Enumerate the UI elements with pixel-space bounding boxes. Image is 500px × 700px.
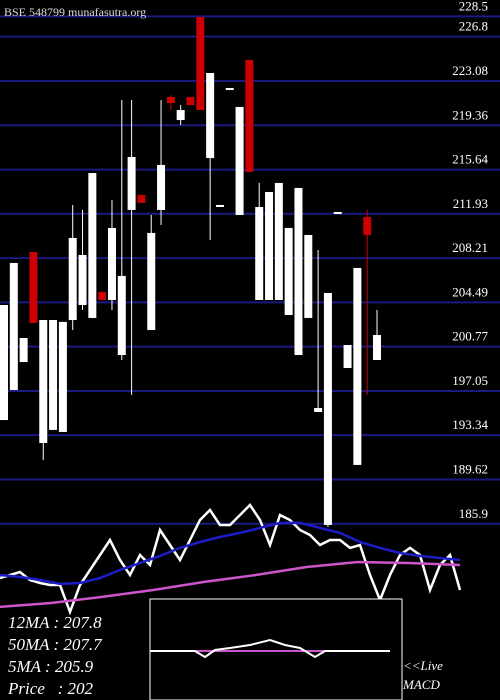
candle-body bbox=[284, 227, 293, 316]
candle-body bbox=[176, 110, 185, 121]
y-tick-label: 211.93 bbox=[453, 196, 488, 211]
y-tick-label: 200.77 bbox=[452, 329, 488, 344]
candle-body bbox=[196, 17, 205, 111]
ma-label: 50MA : 207.7 bbox=[8, 635, 103, 654]
candle-body bbox=[274, 182, 283, 300]
candle-body bbox=[147, 232, 156, 331]
y-tick-label: 215.64 bbox=[452, 152, 488, 167]
indicator-line bbox=[0, 503, 462, 616]
candle-body bbox=[363, 216, 372, 235]
candle-body bbox=[107, 227, 116, 300]
candle-body bbox=[117, 275, 126, 356]
macd-line bbox=[150, 638, 390, 659]
price-label: Price : 202 bbox=[7, 679, 93, 698]
candle-body bbox=[39, 320, 48, 444]
candle-body bbox=[323, 292, 332, 525]
chart-title: BSE 548799 munafasutra.org bbox=[4, 5, 146, 19]
candle-body bbox=[88, 173, 97, 318]
candle-body bbox=[157, 164, 166, 210]
candle-body bbox=[186, 96, 195, 106]
candle-body bbox=[294, 187, 303, 356]
candle-body bbox=[304, 234, 313, 318]
panel-label: <<Live bbox=[403, 658, 443, 673]
candle-body bbox=[98, 292, 107, 300]
ma-label: 12MA : 207.8 bbox=[8, 613, 102, 632]
indicator-line bbox=[0, 521, 461, 586]
candle-body bbox=[245, 60, 254, 172]
candle-body bbox=[9, 262, 18, 391]
candle-body bbox=[137, 194, 146, 203]
panel-label: MACD bbox=[402, 677, 440, 692]
candle-body bbox=[29, 252, 38, 323]
y-tick-label: 226.8 bbox=[459, 19, 488, 34]
ma-label: 5MA : 205.9 bbox=[8, 657, 94, 676]
y-tick-label: 189.62 bbox=[452, 461, 488, 476]
y-tick-label: 219.36 bbox=[452, 107, 488, 122]
candles bbox=[0, 17, 381, 527]
candle-body bbox=[78, 254, 87, 305]
y-tick-label: 193.34 bbox=[452, 417, 488, 432]
y-tick-label: 228.5 bbox=[459, 0, 488, 13]
candle-body bbox=[0, 304, 8, 421]
candle-body bbox=[68, 237, 77, 321]
candle-body bbox=[255, 206, 264, 300]
y-tick-label: 197.05 bbox=[452, 373, 488, 388]
candle-body bbox=[49, 320, 58, 430]
y-tick-label: 208.21 bbox=[452, 240, 488, 255]
candle-body bbox=[225, 88, 234, 91]
y-tick-label: 204.49 bbox=[452, 284, 488, 299]
indicator-line bbox=[0, 560, 461, 609]
candle-body bbox=[265, 191, 274, 300]
macd-panel bbox=[149, 598, 403, 700]
candle-body bbox=[215, 204, 224, 207]
candle-body bbox=[343, 345, 352, 368]
candle-body bbox=[235, 106, 244, 215]
candle-body bbox=[373, 335, 381, 361]
candle-body bbox=[333, 211, 342, 215]
candle-body bbox=[206, 73, 215, 159]
candle-body bbox=[58, 321, 67, 432]
candle-body bbox=[127, 156, 136, 210]
candle-body bbox=[166, 96, 175, 104]
candle-body bbox=[19, 337, 28, 363]
y-tick-label: 185.9 bbox=[459, 506, 488, 521]
candle-body bbox=[314, 408, 323, 412]
candle-body bbox=[353, 267, 362, 465]
indicator-lines bbox=[0, 503, 462, 616]
y-tick-label: 223.08 bbox=[452, 63, 488, 78]
